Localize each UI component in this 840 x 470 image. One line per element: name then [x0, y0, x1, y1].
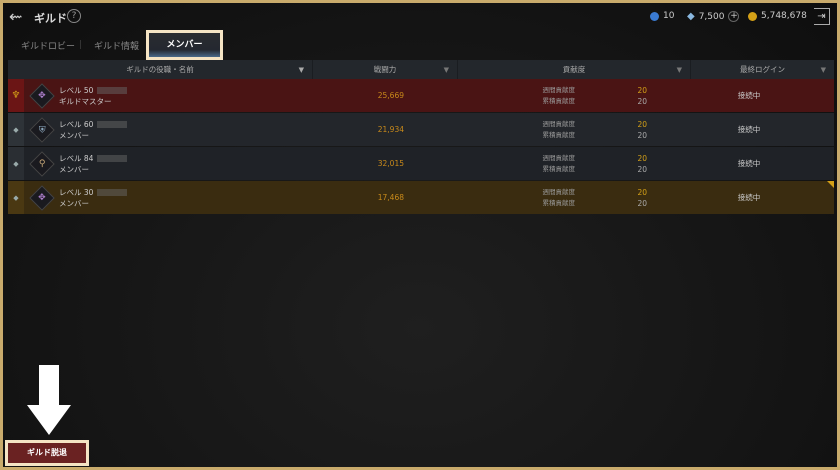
member-row[interactable]: ♆ ✥ レベル 50 ギルドマスター 25,669 週間貢献度 累積貢献度 20 20 …	[8, 79, 834, 112]
member-contribution: 週間貢献度 累積貢献度 20 20	[542, 85, 648, 106]
member-login-status: 接続中	[737, 193, 761, 202]
exit-icon[interactable]: ⇥	[814, 8, 830, 25]
tab-guild-info[interactable]: ギルド情報	[94, 42, 140, 52]
member-level: レベル 50	[59, 85, 94, 95]
member-role: メンバー	[59, 130, 89, 140]
currency-diamond: ◆ 7,500 +	[687, 11, 740, 22]
add-button[interactable]: +	[728, 11, 740, 22]
member-power: 25,669	[377, 91, 404, 100]
diamond-icon: ◆	[687, 11, 695, 22]
blurred-name	[97, 87, 128, 94]
member-power: 32,015	[377, 159, 404, 168]
blue-coin-icon	[650, 11, 659, 21]
top-bar: ⇜ ギルド ? 10 ◆ 7,500 + 5,748,678 ⇥	[3, 3, 837, 31]
page-title: ギルド	[34, 12, 67, 25]
help-icon[interactable]: ?	[67, 9, 81, 23]
new-marker-icon	[827, 181, 834, 188]
diamond-bullet-icon: ◆	[8, 113, 24, 146]
column-last-login[interactable]: 最終ログイン ▼	[740, 65, 826, 74]
blurred-name	[97, 121, 128, 128]
member-role: メンバー	[59, 198, 89, 208]
tab-guild-lobby[interactable]: ギルドロビー	[21, 42, 76, 52]
back-arrow-icon[interactable]: ⇜	[9, 7, 23, 26]
member-login-status: 接続中	[737, 125, 761, 134]
member-contribution: 週間貢献度 累積貢献度 20 20	[542, 119, 648, 140]
member-row[interactable]: ◆ ✥ レベル 30 メンバー 17,468 週間貢献度 累積貢献度 20 20 接続中	[8, 181, 834, 214]
member-row[interactable]: ◆ ⚲ レベル 84 メンバー 32,015 週間貢献度 累積貢献度 20 20 接続中	[8, 147, 834, 180]
column-power[interactable]: 戦闘力 ▼	[313, 60, 458, 80]
currency-gold: 5,748,678	[748, 11, 807, 21]
class-emblem-icon: ⛨	[29, 116, 55, 143]
member-contribution: 週間貢献度 累積貢献度 20 20	[542, 153, 648, 174]
currency-blue: 10	[650, 11, 674, 21]
member-login-status: 接続中	[737, 91, 761, 100]
member-contribution: 週間貢献度 累積貢献度 20 20	[542, 187, 648, 208]
member-level: レベル 60	[59, 119, 94, 129]
member-role: メンバー	[59, 164, 89, 174]
class-emblem-icon: ✥	[29, 184, 55, 211]
diamond-bullet-icon: ◆	[8, 147, 24, 180]
arrow-down-icon	[27, 365, 71, 435]
column-name[interactable]: ギルドの役職・名前 ▼	[8, 60, 313, 80]
table-header: ギルドの役職・名前 ▼ 戦闘力 ▼ 貢献度 ▼ 最終ログイン ▼	[8, 60, 834, 80]
class-emblem-icon: ✥	[29, 82, 55, 109]
leave-guild-button[interactable]: ギルド脱退	[5, 440, 89, 466]
member-login-status: 接続中	[737, 159, 761, 168]
diamond-bullet-icon: ◆	[8, 181, 24, 214]
member-role: ギルドマスター	[59, 96, 112, 106]
member-level: レベル 30	[59, 187, 94, 197]
column-contribution[interactable]: 貢献度 ▼	[458, 60, 691, 80]
member-power: 17,468	[377, 193, 404, 202]
member-level: レベル 84	[59, 153, 94, 163]
blurred-name	[97, 189, 128, 196]
crown-icon: ♆	[8, 79, 24, 112]
member-row[interactable]: ◆ ⛨ レベル 60 メンバー 21,934 週間貢献度 累積貢献度 20 20 接続中	[8, 113, 834, 146]
member-power: 21,934	[377, 125, 404, 134]
tab-members[interactable]: メンバー	[146, 30, 223, 60]
guild-screen: ⇜ ギルド ? 10 ◆ 7,500 + 5,748,678 ⇥ ギルドロビー ギル…	[3, 3, 837, 467]
blurred-name	[97, 155, 128, 162]
gold-coin-icon	[748, 11, 757, 21]
class-emblem-icon: ⚲	[29, 150, 55, 177]
